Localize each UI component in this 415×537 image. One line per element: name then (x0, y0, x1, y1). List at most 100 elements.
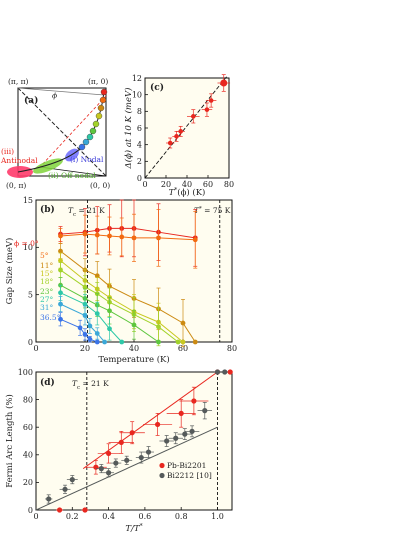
c-point-6 (220, 79, 228, 87)
fermi-point-6 (86, 133, 94, 141)
b-series-4-point-1 (82, 284, 88, 290)
panel-b-marks (58, 199, 221, 348)
b-series-4-point-0 (58, 267, 63, 273)
d-series-0-point-2 (93, 464, 99, 470)
b-xtick-label-3: 60 (178, 344, 188, 353)
d-series-0-point-1 (82, 507, 88, 513)
d-series-1-point-15 (222, 369, 228, 375)
b-xtick-label-1: 20 (80, 344, 90, 353)
b-series-8-point-2 (82, 332, 88, 337)
c-ytick-label-6: 12 (132, 74, 142, 83)
c-xtick-label-0: 0 (142, 180, 147, 189)
panel-b-tc-label: Tc = 21 K (68, 206, 105, 218)
b-series-1-point-5 (131, 235, 137, 241)
b-xtick-label-0: 0 (33, 344, 38, 353)
d-ytick-label-4: 80 (23, 395, 33, 404)
c-xtick-label-3: 60 (203, 180, 213, 189)
b-series-1-point-6 (156, 235, 161, 241)
c-xlabel-sup: * (174, 187, 177, 194)
d-series-1-point-12 (189, 428, 195, 434)
panel-d-frame (35, 371, 233, 511)
b-legend-2: 11° (40, 261, 54, 270)
d-tc-T: T (72, 379, 78, 388)
d-series-0-point-10 (227, 369, 233, 375)
panel-c-tag: (c) (150, 82, 164, 93)
c-xlabel-rest: (ϕ) (K) (177, 187, 205, 198)
c-ytick-label-1: 2 (137, 157, 142, 166)
panel-c-xlabel: T*(ϕ) (K) (169, 187, 206, 199)
panel-b-tag: (b) (40, 204, 55, 215)
c-ytick-label-0: 0 (137, 174, 142, 183)
c-point-0 (167, 140, 173, 146)
d-series-0-point-5 (129, 430, 135, 436)
panel-d-ticks: 0 0.2 0.4 0.6 0.8 1.0 0 20 40 60 80 100 (18, 368, 224, 521)
b-series-2-point-0 (58, 248, 63, 254)
c-point-1 (174, 134, 179, 139)
d-series-1-point-11 (182, 431, 188, 437)
b-legend-3: 15° (40, 269, 54, 278)
d-series-1-point-3 (98, 466, 104, 472)
b-legend-1: 5° (40, 251, 49, 260)
corner-top-left: (π, π) (8, 77, 29, 86)
region-offnodal-label: (ii) Off-nodal (48, 171, 96, 180)
c-fit-line (144, 76, 228, 179)
b-series-4-point-5 (156, 324, 161, 330)
d-legend-marker-0 (159, 462, 165, 469)
d-legend-label-0: Pb-Bi2201 (167, 461, 206, 470)
b-series-1-point-3 (107, 233, 112, 239)
panel-b-ylabel: Gap Size (meV) (4, 238, 15, 305)
b-tstar-sup: * (199, 206, 202, 212)
d-xtick-label-1: 0.2 (66, 512, 79, 521)
b-series-8-point-3 (87, 336, 93, 342)
c-ytick-label-3: 6 (137, 124, 142, 133)
c-xtick-label-2: 40 (182, 180, 192, 189)
panel-b-legend: ϕ = 0°5°11°15°18°23°27°31°36.5° (14, 239, 61, 322)
c-point-3 (191, 114, 196, 119)
panel-d-marks (35, 369, 233, 513)
panel-d-ylabel: Fermi Arc Length (%) (4, 394, 15, 488)
b-series-8-point-0 (58, 316, 63, 322)
b-xtick-label-2: 40 (129, 344, 139, 353)
d-ytick-label-5: 100 (18, 368, 33, 377)
diagonal-dashed (17, 87, 107, 177)
c-point-2 (178, 129, 183, 134)
d-xlabel-sup: * (140, 523, 143, 530)
region-antinodal-label-2: Antinodal (0, 156, 38, 165)
b-series-3-point-0 (58, 258, 63, 263)
b-series-2-point-2 (94, 273, 100, 279)
b-series-7-point-2 (87, 323, 93, 329)
d-xtick-label-5: 1.0 (211, 512, 224, 521)
fermi-point-1 (99, 96, 107, 104)
b-tc-T: T (68, 206, 74, 215)
c-xtick-label-1: 20 (161, 180, 171, 189)
d-xtick-label-2: 0.4 (102, 512, 115, 521)
b-series-6-point-4 (119, 339, 125, 345)
phi-label: ϕ (52, 91, 57, 100)
b-series-5-point-4 (131, 322, 137, 328)
b-series-2-point-7 (192, 339, 198, 345)
panel-d-tag: (d) (40, 377, 55, 388)
d-series-0-point-0 (56, 507, 63, 513)
d-series-0-point-6 (154, 421, 161, 428)
angle-line-top (17, 87, 105, 96)
panel-d-tc-label: Tc = 21 K (72, 379, 109, 391)
d-series-1-point-13 (202, 408, 208, 414)
fermi-point-0 (100, 88, 108, 96)
d-series-0-fit (82, 371, 218, 470)
d-series-1-point-8 (145, 449, 152, 455)
panel-b: (b) Tc = 21 K T* = 75 K 0 20 40 60 80051015 … (4, 196, 237, 365)
b-ytick-label-0: 0 (28, 338, 33, 347)
b-series-6-point-3 (107, 326, 112, 332)
d-series-0-point-8 (191, 398, 197, 404)
d-series-1-point-0 (46, 496, 52, 502)
d-series-1-point-10 (173, 435, 179, 441)
d-series-1-point-4 (105, 470, 112, 476)
c-point-4 (204, 107, 210, 112)
c-xtick-label-4: 80 (224, 180, 234, 189)
b-tc-val: = 21 K (76, 206, 105, 215)
panel-c-ticks: 0 20 40 60 80 0 2 4 6 8 10 12 (132, 74, 234, 189)
d-series-1-point-6 (124, 457, 130, 463)
b-legend-5: 23° (40, 287, 54, 296)
d-series-1-point-9 (164, 438, 170, 444)
b-series-1-point-0 (58, 233, 63, 239)
